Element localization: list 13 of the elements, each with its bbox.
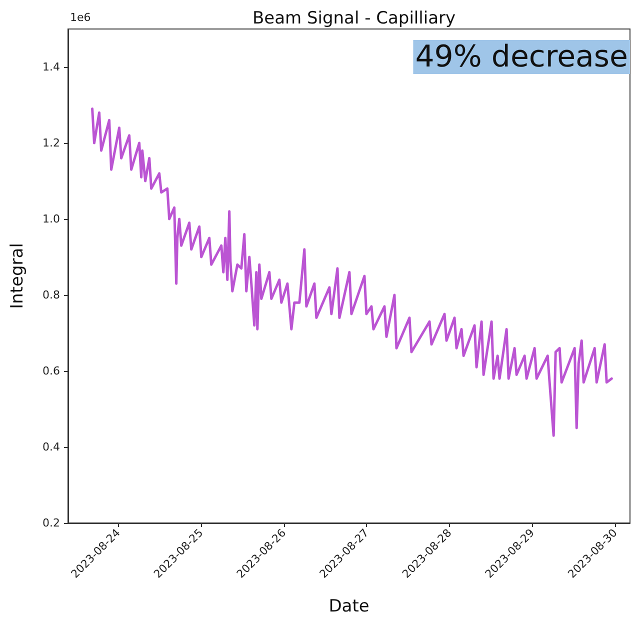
y-tick-label: 1.0 — [42, 212, 60, 226]
x-axis-title: Date — [328, 596, 370, 616]
y-tick-label: 1.2 — [42, 136, 60, 150]
text: 1e6 — [70, 11, 91, 24]
y-tick-label: 0.6 — [42, 364, 60, 378]
annotation: 49% decrease — [415, 40, 628, 74]
chart-title: Beam Signal - Capilliary — [252, 8, 456, 28]
line-series — [91, 108, 613, 437]
y-tick-label: 1.4 — [42, 60, 60, 74]
y-axis-title: Integral — [8, 243, 28, 309]
y-tick-label: 0.8 — [42, 288, 60, 302]
y-tick-label: 0.4 — [42, 440, 60, 454]
y-tick-label: 0.2 — [42, 516, 60, 530]
